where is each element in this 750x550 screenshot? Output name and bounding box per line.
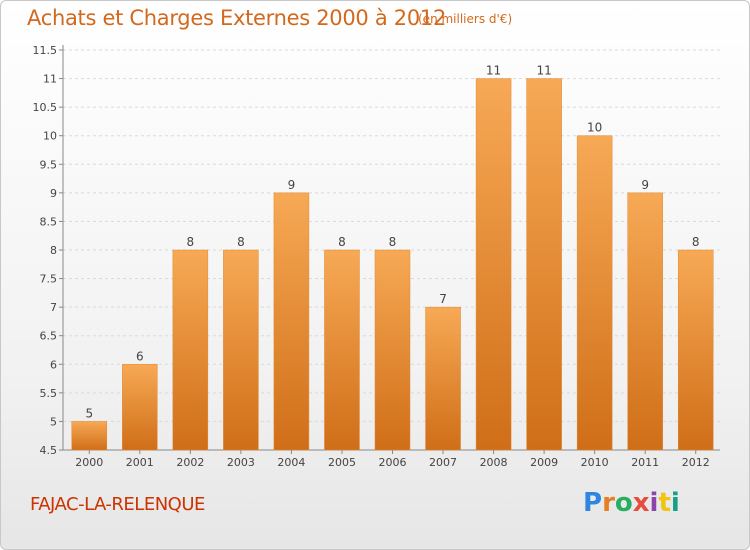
bar-2004 bbox=[273, 192, 310, 451]
data-label-2009: 11 bbox=[536, 64, 551, 78]
bar-2000 bbox=[71, 421, 108, 451]
x-tick-label-2009: 2009 bbox=[530, 456, 558, 469]
y-tick-label: 8.5 bbox=[40, 215, 58, 228]
y-tick-label: 9 bbox=[50, 187, 57, 200]
y-tick-label: 9.5 bbox=[40, 158, 58, 171]
y-tick-label: 11.5 bbox=[33, 44, 58, 57]
data-label-2006: 8 bbox=[389, 235, 397, 249]
data-labels: 5 6 8 8 9 8 8 7 11 11 10 9 8 bbox=[85, 64, 699, 421]
y-tick-label: 10 bbox=[43, 130, 57, 143]
data-label-2008: 11 bbox=[486, 64, 501, 78]
x-tick-label-2006: 2006 bbox=[379, 456, 407, 469]
x-tick-label-2001: 2001 bbox=[126, 456, 154, 469]
data-label-2007: 7 bbox=[439, 292, 447, 306]
y-tick-label: 11 bbox=[43, 73, 57, 86]
data-label-2002: 8 bbox=[187, 235, 195, 249]
bar-2012 bbox=[677, 249, 714, 451]
y-tick-label: 5.5 bbox=[40, 387, 58, 400]
y-tick-labels: 4.5 5 5.5 6 6.5 7 7.5 8 8.5 9 9.5 10 10.5 11 11.5 bbox=[33, 44, 58, 457]
x-tick-label-2008: 2008 bbox=[480, 456, 508, 469]
x-tick-label-2012: 2012 bbox=[682, 456, 710, 469]
data-label-2010: 10 bbox=[587, 121, 602, 135]
commune-name: FAJAC-LA-RELENQUE bbox=[30, 494, 205, 515]
proxiti-logo: Proxiti bbox=[583, 488, 680, 518]
data-label-2011: 9 bbox=[641, 178, 649, 192]
y-tick-label: 6.5 bbox=[40, 330, 58, 343]
y-tick-label: 10.5 bbox=[33, 101, 58, 114]
x-tick-labels: 2000 2001 2002 2003 2004 2005 2006 2007 2008 2009… bbox=[75, 456, 709, 469]
bar-2001 bbox=[122, 364, 158, 451]
chart-title: Achats et Charges Externes 2000 à 2012 bbox=[27, 6, 447, 30]
data-label-2000: 5 bbox=[85, 406, 93, 420]
x-tick-label-2007: 2007 bbox=[429, 456, 457, 469]
bar-2007 bbox=[425, 306, 461, 451]
bars bbox=[71, 78, 714, 451]
data-label-2005: 8 bbox=[338, 235, 346, 249]
data-label-2001: 6 bbox=[136, 349, 144, 363]
chart-subtitle: (en milliers d'€) bbox=[418, 12, 513, 26]
y-tick-label: 7 bbox=[50, 301, 57, 314]
x-tick-label-2002: 2002 bbox=[176, 456, 204, 469]
y-tick-label: 5 bbox=[50, 415, 57, 428]
bar-2010 bbox=[576, 135, 613, 451]
bar-2008 bbox=[475, 78, 512, 451]
x-tick-label-2004: 2004 bbox=[277, 456, 305, 469]
x-tick-label-2000: 2000 bbox=[75, 456, 103, 469]
x-tick-label-2010: 2010 bbox=[581, 456, 609, 469]
x-tick-label-2011: 2011 bbox=[631, 456, 659, 469]
bar-2006 bbox=[374, 249, 411, 451]
y-tick-label: 7.5 bbox=[40, 273, 58, 286]
data-label-2012: 8 bbox=[692, 235, 700, 249]
bar-2009 bbox=[526, 78, 562, 451]
y-tick-label: 6 bbox=[50, 358, 57, 371]
bar-2002 bbox=[172, 249, 209, 451]
data-label-2004: 9 bbox=[288, 178, 296, 192]
y-tick-label: 8 bbox=[50, 244, 57, 257]
bar-2011 bbox=[627, 192, 663, 451]
data-label-2003: 8 bbox=[237, 235, 245, 249]
x-tick-label-2005: 2005 bbox=[328, 456, 356, 469]
y-tick-label: 4.5 bbox=[40, 444, 58, 457]
x-tick-label-2003: 2003 bbox=[227, 456, 255, 469]
bar-2005 bbox=[324, 249, 360, 451]
bar-2003 bbox=[223, 249, 259, 451]
